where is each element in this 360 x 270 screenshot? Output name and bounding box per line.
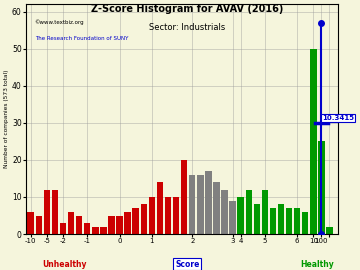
Bar [84, 223, 90, 234]
Bar [132, 208, 139, 234]
Y-axis label: Number of companies (573 total): Number of companies (573 total) [4, 70, 9, 168]
Bar [205, 171, 212, 234]
Bar [44, 190, 50, 234]
Bar [294, 208, 301, 234]
Bar [278, 204, 284, 234]
Text: Score: Score [175, 260, 199, 269]
Bar [286, 208, 292, 234]
Bar [60, 223, 66, 234]
Bar [262, 190, 268, 234]
Bar [68, 212, 74, 234]
Bar [108, 215, 115, 234]
Bar [270, 208, 276, 234]
Text: Z-Score Histogram for AVAV (2016): Z-Score Histogram for AVAV (2016) [91, 4, 283, 14]
Text: Unhealthy: Unhealthy [42, 260, 87, 269]
Bar [253, 204, 260, 234]
Text: 10.3415: 10.3415 [322, 115, 354, 121]
Text: Healthy: Healthy [300, 260, 334, 269]
Bar [52, 190, 58, 234]
Bar [318, 141, 325, 234]
Bar [213, 182, 220, 234]
Bar [116, 215, 123, 234]
Bar [165, 197, 171, 234]
Bar [173, 197, 179, 234]
Text: Sector: Industrials: Sector: Industrials [149, 23, 225, 32]
Bar [140, 204, 147, 234]
Bar [189, 175, 195, 234]
Bar [100, 227, 107, 234]
Bar [76, 215, 82, 234]
Text: ©www.textbiz.org: ©www.textbiz.org [35, 19, 84, 25]
Bar [229, 201, 236, 234]
Bar [326, 227, 333, 234]
Bar [238, 197, 244, 234]
Bar [221, 190, 228, 234]
Text: The Research Foundation of SUNY: The Research Foundation of SUNY [35, 36, 128, 41]
Bar [310, 49, 316, 234]
Bar [246, 190, 252, 234]
Bar [92, 227, 99, 234]
Bar [157, 182, 163, 234]
Bar [36, 215, 42, 234]
Bar [197, 175, 203, 234]
Bar [302, 212, 309, 234]
Bar [181, 160, 187, 234]
Bar [124, 212, 131, 234]
Bar [27, 212, 34, 234]
Bar [149, 197, 155, 234]
